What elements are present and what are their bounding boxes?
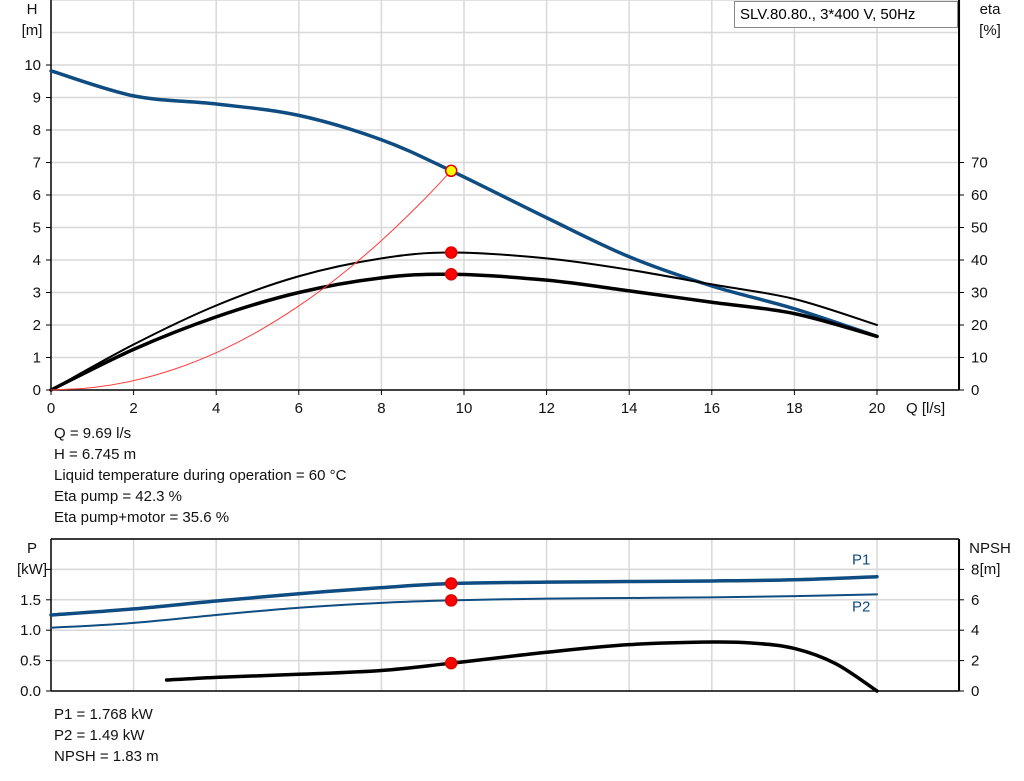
- power-operating-point-0: [444, 577, 458, 590]
- q-tick-label: 4: [212, 400, 220, 417]
- p-tick-label: 1.5: [20, 592, 41, 609]
- power-info: P1 = 1.768 kW P2 = 1.49 kW NPSH = 1.83 m: [54, 704, 159, 767]
- q-tick-label: 16: [703, 400, 720, 417]
- h-tick-label: 7: [33, 155, 41, 172]
- p-tick-label: 1.0: [20, 622, 41, 639]
- eta-tick-label: 10: [971, 350, 988, 367]
- h-tick-label: 4: [33, 252, 41, 269]
- power-series-2-line: [164, 640, 879, 693]
- info-temperature: Liquid temperature during operation = 60…: [54, 467, 347, 484]
- p-tick-label: 0.0: [20, 683, 41, 700]
- q-tick-label: 18: [786, 400, 803, 417]
- power-right-axis-label: NPSH: [969, 540, 1011, 557]
- head-left-axis-unit: [m]: [22, 22, 43, 39]
- h-tick-label: 10: [24, 57, 41, 74]
- head-left-axis-label: H: [27, 1, 38, 18]
- info-eta-pump-motor: Eta pump+motor = 35.6 %: [54, 509, 230, 526]
- eta-tick-label: 30: [971, 285, 988, 302]
- head-operating-point-2: [444, 268, 458, 281]
- h-tick-label: 1: [33, 350, 41, 367]
- eta-tick-label: 20: [971, 317, 988, 334]
- h-tick-label: 5: [33, 220, 41, 237]
- power-operating-point-1: [444, 594, 458, 607]
- head-series-3-line: [50, 170, 452, 391]
- power-series-label-p1: P1: [852, 552, 870, 569]
- q-tick-label: 2: [129, 400, 137, 417]
- q-tick-label: 10: [456, 400, 473, 417]
- h-tick-label: 8: [33, 122, 41, 139]
- power-left-axis-label: P: [27, 540, 37, 557]
- power-left-axis-unit: [kW]: [17, 561, 47, 578]
- power-series-label-p2: P2: [852, 598, 870, 615]
- q-tick-label: 6: [295, 400, 303, 417]
- eta-tick-label: 0: [971, 382, 979, 399]
- head-right-axis-unit: [%]: [979, 22, 1001, 39]
- q-tick-label: 20: [869, 400, 886, 417]
- h-tick-label: 3: [33, 285, 41, 302]
- info-q: Q = 9.69 l/s: [54, 425, 132, 442]
- q-tick-label: 8: [377, 400, 385, 417]
- power-right-axis-unit: [m]: [980, 561, 1001, 578]
- h-tick-label: 2: [33, 317, 41, 334]
- head-right-axis-label: eta: [980, 1, 1002, 18]
- h-tick-label: 0: [33, 382, 41, 399]
- info-eta-pump: Eta pump = 42.3 %: [54, 488, 182, 505]
- q-tick-label: 12: [538, 400, 555, 417]
- eta-tick-label: 50: [971, 220, 988, 237]
- q-tick-label: 14: [621, 400, 638, 417]
- npsh-tick-label: 0: [971, 683, 979, 700]
- npsh-tick-label: 8: [971, 561, 979, 578]
- npsh-tick-label: 6: [971, 592, 979, 609]
- npsh-tick-label: 4: [971, 622, 979, 639]
- h-tick-label: 9: [33, 90, 41, 107]
- info-p1: P1 = 1.768 kW: [54, 706, 153, 723]
- p-tick-label: 0.5: [20, 653, 41, 670]
- head-operating-point-1: [444, 246, 458, 259]
- pump-title: SLV.80.80., 3*400 V, 50Hz: [740, 6, 916, 23]
- info-h: H = 6.745 m: [54, 446, 137, 463]
- info-npsh: NPSH = 1.83 m: [54, 748, 159, 765]
- power-operating-point-2: [444, 656, 458, 670]
- head-operating-point-0: [444, 164, 458, 178]
- x-axis-label: Q [l/s]: [906, 400, 945, 417]
- npsh-tick-label: 2: [971, 653, 979, 670]
- eta-tick-label: 40: [971, 252, 988, 269]
- info-p2: P2 = 1.49 kW: [54, 727, 145, 744]
- eta-tick-label: 70: [971, 155, 988, 172]
- operating-point-info: Q = 9.69 l/s H = 6.745 m Liquid temperat…: [54, 423, 346, 528]
- eta-tick-label: 60: [971, 187, 988, 204]
- q-tick-label: 0: [47, 400, 55, 417]
- pump-title-box: SLV.80.80., 3*400 V, 50Hz: [734, 1, 958, 28]
- h-tick-label: 6: [33, 187, 41, 204]
